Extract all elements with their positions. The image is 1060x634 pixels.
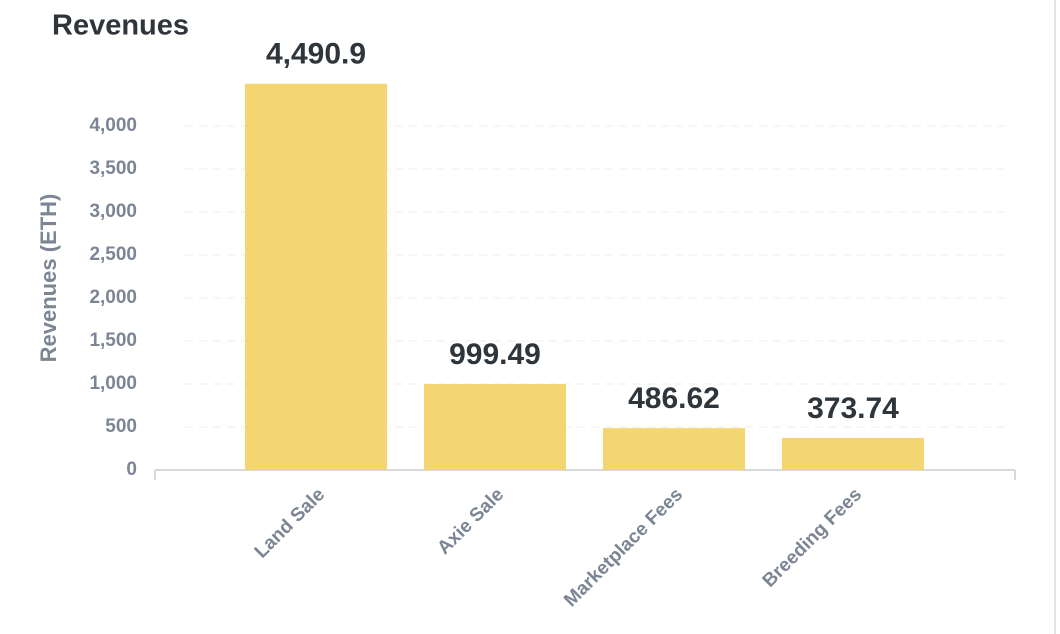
y-tick-label: 3,500	[89, 158, 137, 179]
bar	[603, 428, 745, 470]
y-tick-label: 1,500	[89, 330, 137, 351]
y-axis-label: Revenues (ETH)	[36, 194, 61, 363]
y-tick-label: 1,000	[89, 373, 137, 394]
y-tick-label: 2,000	[89, 287, 137, 308]
y-tick-label: 2,500	[89, 244, 137, 265]
value-label: 373.74	[807, 392, 899, 425]
value-label: 999.49	[449, 338, 541, 371]
value-label: 486.62	[628, 382, 720, 415]
y-tick-label: 4,000	[89, 115, 137, 136]
y-tick-label: 500	[105, 416, 137, 437]
y-tick-label: 3,000	[89, 201, 137, 222]
y-tick-label: 0	[126, 459, 137, 480]
bar	[782, 437, 924, 470]
chart-title: Revenues	[52, 10, 189, 42]
bar	[245, 83, 387, 471]
bar	[424, 384, 566, 470]
value-label: 4,490.9	[266, 38, 366, 71]
